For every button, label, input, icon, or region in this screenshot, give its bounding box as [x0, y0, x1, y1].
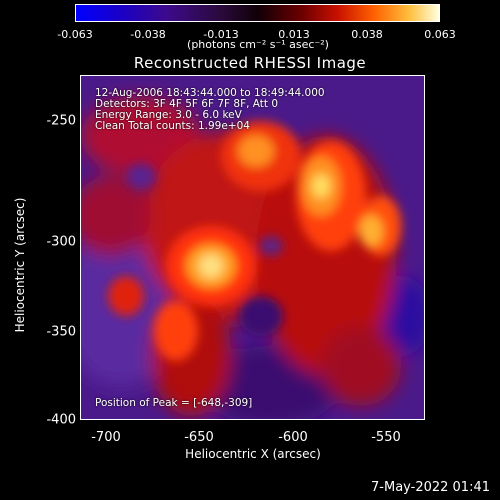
timestamp: 7-May-2022 01:41	[371, 480, 490, 495]
info-peak-position: Position of Peak = [-648,-309]	[95, 397, 253, 409]
x-tick-label: -650	[184, 430, 214, 445]
colorbar-units: (photons cm⁻² s⁻¹ asec⁻²)	[187, 38, 329, 51]
info-detectors: Detectors: 3F 4F 5F 6F 7F 8F, Att 0	[95, 98, 279, 110]
colorbar-tick-label: 0.038	[351, 28, 383, 41]
image-plot: 12-Aug-2006 18:43:44.000 to 18:49:44.000…	[80, 75, 425, 420]
rhessi-image	[81, 76, 424, 419]
info-energy-range: Energy Range: 3.0 - 6.0 keV	[95, 109, 242, 121]
info-clean-counts: Clean Total counts: 1.99e+04	[95, 120, 250, 132]
x-tick-label: -550	[371, 430, 401, 445]
info-time-range: 12-Aug-2006 18:43:44.000 to 18:49:44.000	[95, 87, 325, 99]
colorbar-tick-label: -0.013	[203, 28, 239, 41]
colorbar-tick-label: 0.063	[424, 28, 456, 41]
x-tick-label: -600	[278, 430, 308, 445]
y-tick-label: -250	[46, 113, 76, 129]
colorbar-tick-label: -0.063	[57, 28, 93, 41]
y-axis-label: Heliocentric Y (arcsec)	[13, 197, 27, 333]
x-tick-label: -700	[91, 430, 121, 445]
x-axis-label: Heliocentric X (arcsec)	[185, 447, 321, 461]
y-tick-label: -300	[46, 234, 76, 250]
colorbar-gradient	[76, 5, 439, 21]
colorbar-tick-label: -0.038	[130, 28, 166, 41]
colorbar	[75, 4, 440, 22]
y-tick-label: -350	[46, 324, 76, 340]
colorbar-tick-label: 0.013	[278, 28, 310, 41]
y-tick-label: -400	[46, 412, 76, 428]
image-title: Reconstructed RHESSI Image	[133, 54, 367, 72]
